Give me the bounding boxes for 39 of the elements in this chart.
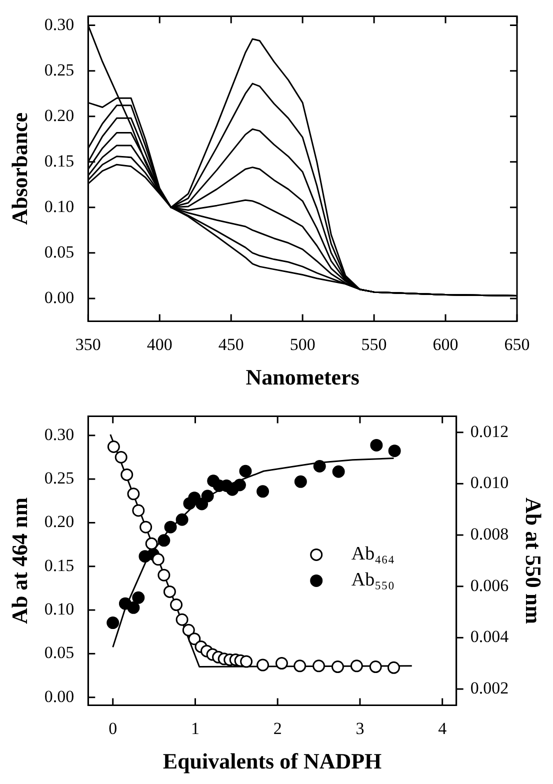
- y-tick-label: 0.10: [44, 600, 74, 618]
- y-tick-label: 0.30: [44, 424, 74, 444]
- x-tick-label: 500: [290, 334, 316, 354]
- y2-tick-label: 0.008: [470, 524, 509, 544]
- x-tick-label: 600: [432, 334, 458, 354]
- y2-tick-label: 0.006: [470, 576, 509, 595]
- y-tick-label: 0.10: [44, 196, 74, 216]
- x-tick-label: 350: [75, 334, 101, 354]
- y-axis-title: Ab at 464 nm: [6, 497, 32, 624]
- y-tick-label: 0.05: [44, 242, 74, 262]
- legend-label: Ab₄₆₄: [351, 544, 394, 565]
- x-tick-label: 4: [438, 718, 448, 738]
- y-tick-label: 0.20: [44, 106, 74, 125]
- y2-tick-label: 0.010: [470, 473, 509, 492]
- legend-label: Ab₅₅₀: [351, 570, 394, 591]
- x-tick-label: 3: [356, 718, 364, 738]
- y-tick-label: 0.25: [44, 60, 74, 80]
- x-tick-label: 550: [361, 334, 387, 354]
- y-tick-label: 0.30: [44, 14, 74, 34]
- x-tick-label: 0: [108, 718, 118, 738]
- y-tick-label: 0.00: [44, 288, 74, 307]
- y-tick-label: 0.15: [44, 556, 74, 575]
- y-tick-label: 0.00: [44, 686, 74, 706]
- y2-tick-label: 0.002: [470, 678, 509, 698]
- y-axis-title: Absorbance: [6, 112, 32, 225]
- y-tick-label: 0.15: [44, 151, 74, 170]
- x-tick-label: 450: [218, 334, 244, 354]
- x-tick-label: 1: [190, 718, 200, 738]
- x-tick-label: 400: [146, 334, 172, 354]
- y2-tick-label: 0.012: [470, 422, 509, 441]
- x-tick-label: 2: [273, 718, 282, 738]
- y-tick-label: 0.20: [44, 512, 74, 532]
- x-axis-title: Equivalents of NADPH: [162, 748, 382, 774]
- x-axis-title: Nanometers: [246, 364, 360, 390]
- y-tick-label: 0.05: [44, 643, 74, 662]
- y2-tick-label: 0.004: [470, 627, 510, 646]
- y-tick-label: 0.25: [44, 468, 74, 488]
- y2-axis-title: Ab at 550 nm: [521, 497, 546, 624]
- x-tick-label: 650: [504, 334, 530, 354]
